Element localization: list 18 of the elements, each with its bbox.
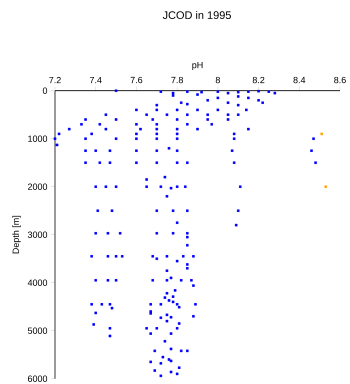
y-tick-label: 6000 xyxy=(28,376,48,382)
x-tick-label: 7.6 xyxy=(130,76,142,84)
x-tick-label: 7.8 xyxy=(171,76,183,84)
y-tick-label: 2000 xyxy=(28,184,48,190)
chart-title: JCOD in 1995 xyxy=(162,10,231,20)
x-tick-label: 8.2 xyxy=(252,76,264,84)
x-tick-label: 7.4 xyxy=(90,77,102,84)
y-tick-label: 0 xyxy=(42,88,48,94)
y-tick-label: 4000 xyxy=(28,280,48,286)
y-tick-label: 3000 xyxy=(28,232,48,238)
x-tick-label: 8.4 xyxy=(293,76,306,84)
x-tick-label: 8.6 xyxy=(334,76,346,84)
x-tick-label: 8 xyxy=(216,76,220,84)
x-axis-title: pH xyxy=(192,62,203,70)
y-tick-label: 5000 xyxy=(28,328,48,334)
x-tick-label: 7.2 xyxy=(49,76,61,84)
y-axis-title: Depth [m] xyxy=(12,216,21,254)
y-tick-label: 1000 xyxy=(28,136,48,142)
